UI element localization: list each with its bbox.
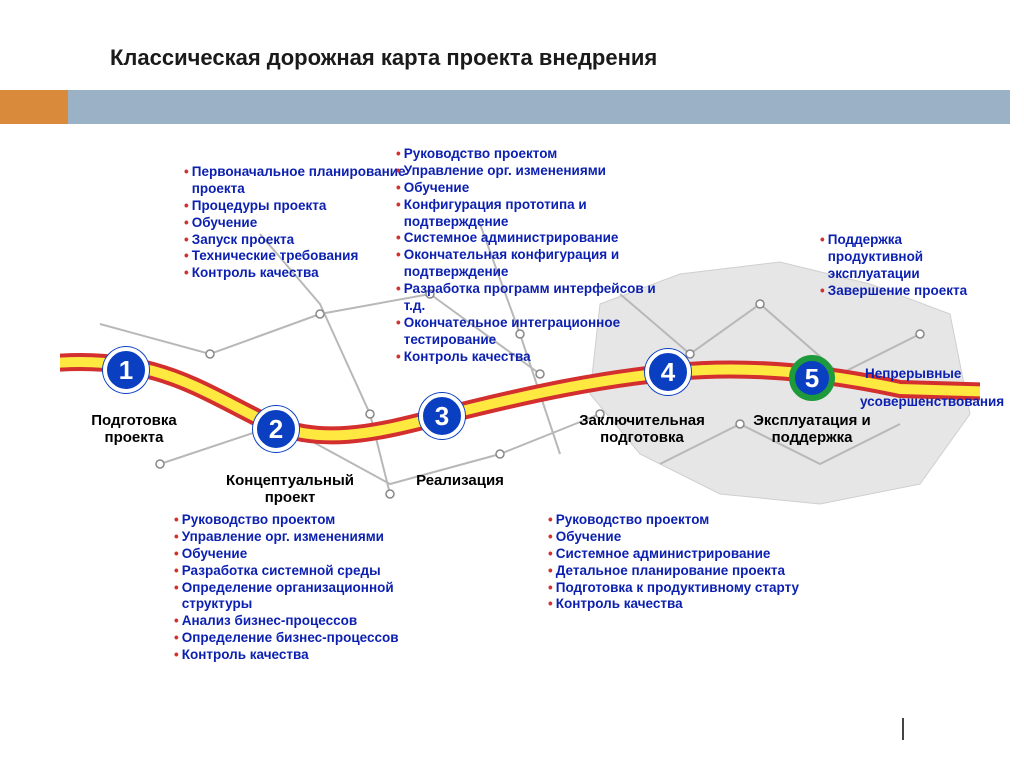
milestone-node-1: 1 bbox=[103, 347, 149, 393]
accent-blue bbox=[68, 90, 1010, 124]
milestone-label-3: Реализация bbox=[416, 472, 504, 489]
cursor-caret bbox=[902, 718, 904, 740]
milestone-label-2: Концептуальныйпроект bbox=[226, 472, 354, 507]
bullet-block-b2: •Руководство проектом•Управление орг. из… bbox=[174, 512, 444, 664]
bullet-block-b4: •Руководство проектом•Обучение•Системное… bbox=[548, 512, 799, 613]
page-title: Классическая дорожная карта проекта внед… bbox=[110, 45, 657, 71]
milestone-label-5: Эксплуатация иподдержка bbox=[753, 412, 870, 447]
bullet-block-b3: •Руководство проектом•Управление орг. из… bbox=[396, 146, 666, 365]
milestone-node-5: 5 bbox=[789, 355, 835, 401]
milestone-node-2: 2 bbox=[253, 406, 299, 452]
header-bar bbox=[0, 90, 1024, 124]
milestone-label-1: Подготовкапроекта bbox=[91, 412, 177, 447]
milestone-node-3: 3 bbox=[419, 393, 465, 439]
side-label-s2: усовершенствования bbox=[860, 394, 1004, 409]
roadmap-canvas: 1 Подготовкапроекта 2 Концептуальныйпроект 3… bbox=[60, 154, 980, 714]
milestone-label-4: Заключительнаяподготовка bbox=[579, 412, 705, 447]
accent-orange bbox=[0, 90, 68, 124]
bullet-block-b5: •Поддержка продуктивной эксплуатации•Зав… bbox=[820, 232, 980, 300]
side-label-s1: Непрерывные bbox=[865, 366, 961, 381]
